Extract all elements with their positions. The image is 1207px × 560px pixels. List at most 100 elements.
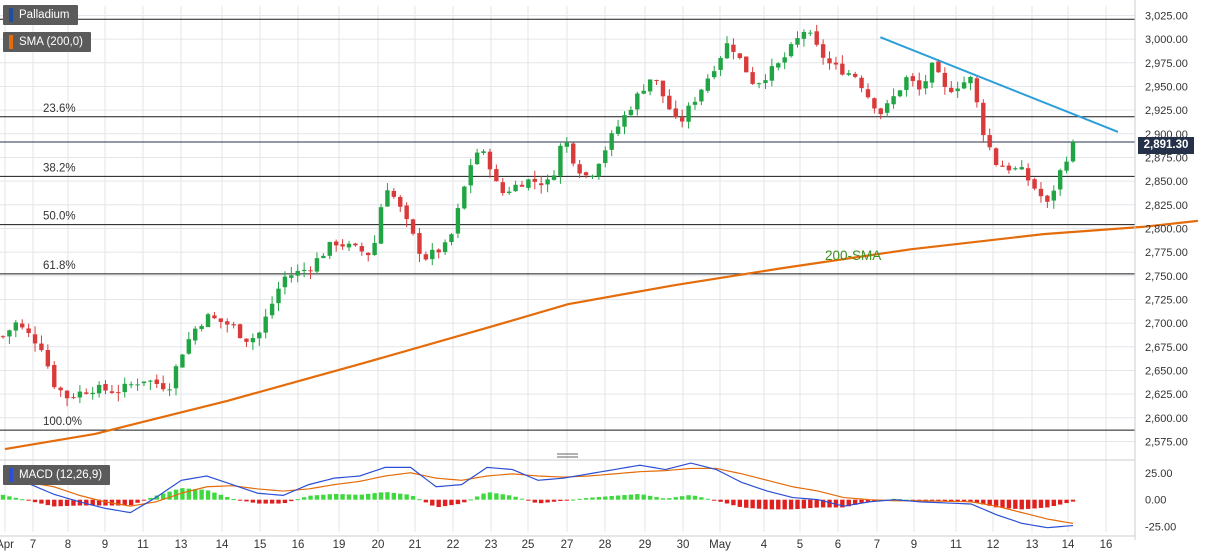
candle-body bbox=[865, 89, 871, 98]
legend-palladium[interactable]: Palladium bbox=[3, 5, 78, 25]
macd-histogram-bar bbox=[942, 499, 948, 502]
candle-body bbox=[77, 391, 83, 398]
candle-body bbox=[116, 392, 121, 394]
macd-histogram-bar bbox=[615, 495, 621, 500]
y-tick-label: 2,800.00 bbox=[1145, 223, 1188, 235]
macd-histogram-bar bbox=[385, 492, 390, 500]
candle-body bbox=[39, 343, 44, 351]
candle-body bbox=[1013, 168, 1018, 170]
legend-macd[interactable]: MACD (12,26,9) bbox=[3, 465, 111, 485]
macd-histogram-bar bbox=[1013, 499, 1018, 509]
macd-histogram-bar bbox=[359, 494, 365, 500]
candlesticks bbox=[0, 24, 1076, 407]
macd-histogram-bar bbox=[1032, 499, 1037, 509]
candle-body bbox=[737, 53, 743, 58]
candle-body bbox=[436, 249, 441, 253]
macd-histogram-bar bbox=[583, 498, 589, 500]
macd-histogram-bar bbox=[321, 494, 326, 500]
macd-histogram-bar bbox=[513, 496, 518, 500]
macd-histogram-bar bbox=[1000, 499, 1005, 508]
macd-histogram-bar bbox=[289, 499, 294, 502]
legend-macd-label: MACD (12,26,9) bbox=[19, 469, 103, 481]
candle-body bbox=[673, 108, 678, 118]
fibonacci-levels: 23.6% 38.2% 50.0% 61.8% 100.0% bbox=[0, 18, 1135, 431]
macd-histogram-bar bbox=[564, 499, 570, 501]
candle-body bbox=[353, 243, 358, 246]
fib-level-label: 23.6% bbox=[43, 103, 76, 115]
candle-body bbox=[711, 71, 717, 78]
macd-histogram-bar bbox=[340, 494, 345, 500]
candle-body bbox=[449, 234, 454, 243]
macd-histogram-bar bbox=[949, 499, 954, 502]
candle-body bbox=[263, 316, 268, 333]
y-tick-label: 2,775.00 bbox=[1145, 247, 1188, 259]
macd-histogram-bar bbox=[808, 499, 813, 509]
candle-body bbox=[929, 62, 935, 83]
x-tick-label: 16 bbox=[1100, 539, 1113, 551]
macd-histogram-bar bbox=[1064, 499, 1069, 504]
macd-histogram-bar bbox=[711, 499, 717, 501]
candle-body bbox=[667, 95, 672, 110]
macd-histogram-bar bbox=[487, 492, 493, 500]
macd-signal-line bbox=[2, 467, 1074, 524]
x-tick-label: 20 bbox=[372, 539, 385, 551]
x-tick-label: 9 bbox=[102, 539, 108, 551]
macd-histogram-bar bbox=[346, 494, 352, 500]
macd-histogram-bar bbox=[116, 499, 121, 506]
macd-histogram-bar bbox=[859, 499, 864, 504]
candle-body bbox=[609, 133, 614, 150]
macd-histogram-bar bbox=[654, 497, 659, 500]
macd-histogram-bar bbox=[526, 499, 531, 501]
candle-body bbox=[1038, 188, 1044, 197]
candle-body bbox=[981, 102, 986, 136]
candle-body bbox=[289, 275, 294, 278]
macd-histogram-bar bbox=[1070, 499, 1076, 502]
candle-body bbox=[917, 80, 922, 90]
candle-body bbox=[577, 164, 582, 174]
candle-body bbox=[961, 82, 967, 89]
candle-body bbox=[718, 57, 723, 70]
legend-sma[interactable]: SMA (200,0) bbox=[3, 32, 91, 52]
candle-body bbox=[596, 163, 602, 177]
macd-histogram-bar bbox=[212, 492, 217, 500]
macd-histogram-bar bbox=[128, 499, 134, 506]
macd-histogram-bar bbox=[955, 499, 960, 502]
candle-body bbox=[96, 384, 102, 394]
macd-histogram-bar bbox=[122, 499, 127, 506]
candle-body bbox=[231, 324, 236, 326]
y-tick-label: 2,675.00 bbox=[1145, 342, 1188, 354]
macd-histogram-bar bbox=[327, 494, 332, 500]
x-tick-label: 13 bbox=[175, 539, 188, 551]
macd-histogram-bar bbox=[981, 499, 986, 505]
candle-body bbox=[148, 380, 153, 382]
macd-histogram-bar bbox=[7, 496, 12, 500]
candle-body bbox=[615, 126, 621, 134]
macd-histogram-bar bbox=[744, 499, 749, 508]
macd-histogram-bar bbox=[32, 499, 38, 503]
candle-body bbox=[660, 80, 666, 97]
candle-body bbox=[103, 383, 108, 391]
macd-histogram-bar bbox=[795, 499, 800, 510]
candle-body bbox=[840, 63, 845, 75]
macd-histogram-bar bbox=[641, 494, 646, 500]
macd-histogram-bar bbox=[622, 495, 627, 500]
macd-histogram-bar bbox=[750, 499, 755, 509]
candle-body bbox=[13, 322, 19, 331]
candle-body bbox=[1025, 168, 1031, 181]
x-tick-label: 29 bbox=[639, 539, 652, 551]
macd-histogram-bar bbox=[519, 498, 525, 500]
candle-body bbox=[571, 143, 576, 164]
y-tick-label: 2,700.00 bbox=[1145, 318, 1188, 330]
macd-histogram-bar bbox=[571, 499, 576, 501]
macd-histogram-bar bbox=[295, 499, 300, 501]
macd-histogram-bar bbox=[58, 499, 63, 507]
candle-body bbox=[378, 207, 384, 244]
macd-histogram-bar bbox=[52, 499, 57, 507]
macd-histogram-bar bbox=[686, 495, 691, 500]
candle-body bbox=[193, 328, 198, 341]
panel-resize-handle[interactable] bbox=[557, 453, 578, 458]
macd-histogram-bar bbox=[968, 499, 973, 502]
macd-histogram-bar bbox=[20, 499, 25, 501]
